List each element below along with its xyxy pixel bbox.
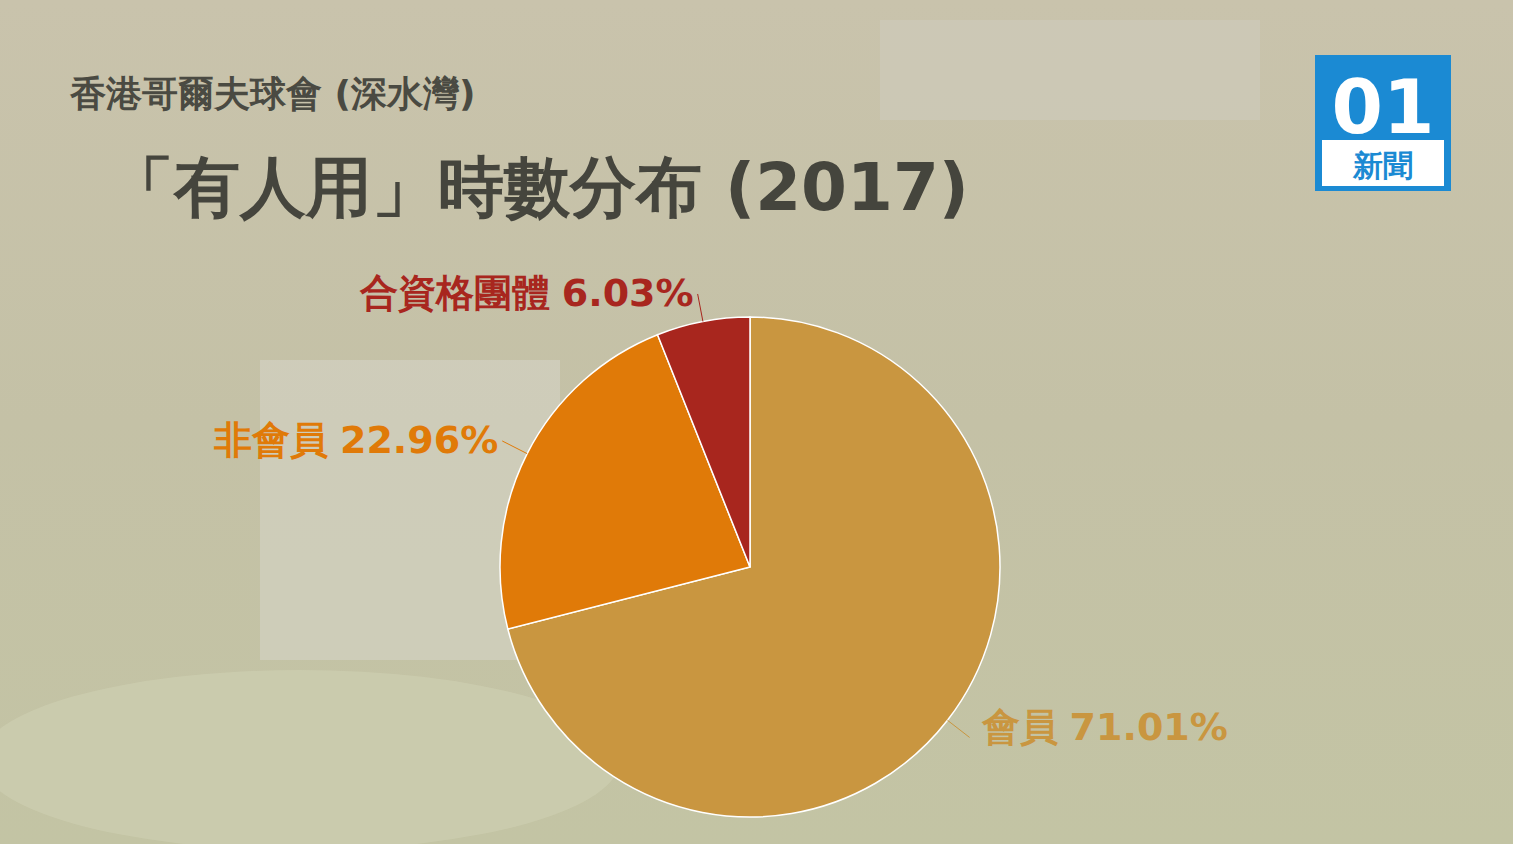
logo-mark: 01 [1332,64,1435,150]
category-label: 合資格團體 [359,271,550,315]
chart-root: 香港哥爾夫球會 (深水灣) 「有人用」時數分布 (2017) 01新聞會員 71.01… [0,0,1513,844]
leader-line [698,294,703,321]
chart-svg: 香港哥爾夫球會 (深水灣) 「有人用」時數分布 (2017) 01新聞會員 71.01… [0,0,1513,844]
data-label: 合資格團體 6.03% [359,271,694,315]
pie-slices [500,317,1000,817]
value-label: 22.96% [340,418,498,462]
pie-labels: 會員 71.01% 非會員 22.96% 合資格團體 6.03% [213,271,1228,749]
page: {"chart_data": {"type": "pie", "subtitle… [0,0,1513,844]
category-label: 非會員 [213,418,328,462]
logo: 01新聞 [1315,55,1451,191]
background-building [880,20,1260,120]
background-green [0,670,620,844]
value-label: 71.01% [1070,705,1228,749]
data-label: 會員 71.01% [981,705,1228,749]
value-label: 6.03% [562,271,694,315]
data-label: 非會員 22.96% [213,418,498,462]
leader-line [947,720,969,737]
logo-box [1315,55,1451,191]
subtitle: 香港哥爾夫球會 (深水灣) [69,73,475,114]
title: 「有人用」時數分布 (2017) [108,149,969,226]
pie-slice [658,317,750,567]
leader-line [502,441,527,454]
logo-name: 新聞 [1352,148,1413,183]
category-label: 會員 [981,705,1058,749]
